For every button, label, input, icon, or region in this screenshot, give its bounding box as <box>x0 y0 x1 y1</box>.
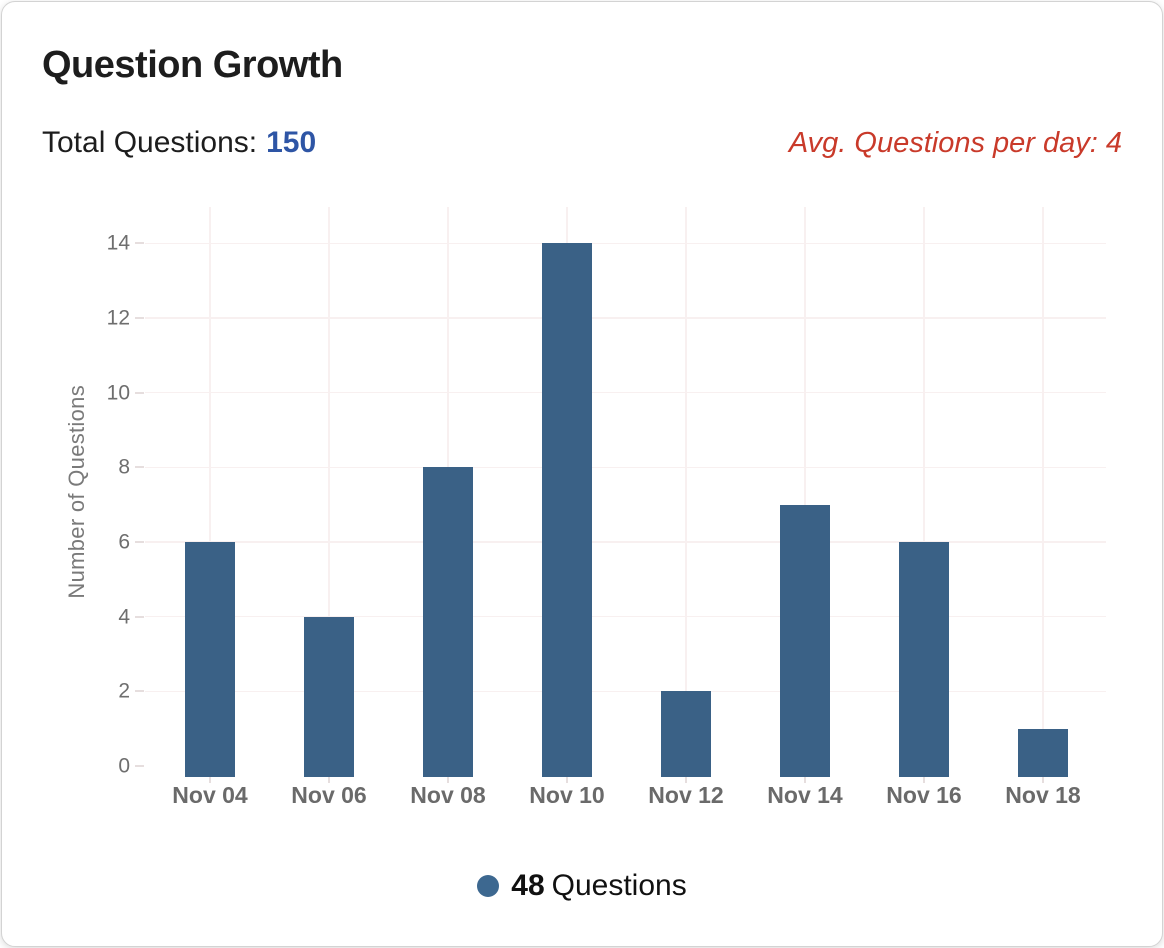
total-questions-value: 150 <box>266 126 317 159</box>
x-tick-mark <box>566 777 568 783</box>
x-gridline <box>804 207 806 777</box>
x-gridline <box>209 207 211 777</box>
y-tick-mark <box>135 541 144 544</box>
x-tick-label: Nov 06 <box>291 782 367 808</box>
legend-text: 48 Questions <box>511 871 686 901</box>
bar-nov-18[interactable] <box>1018 728 1068 777</box>
x-gridline <box>923 207 925 777</box>
x-tick-label: Nov 04 <box>172 782 248 808</box>
bar-nov-16[interactable] <box>899 542 949 777</box>
avg-questions-per-day: Avg. Questions per day: 4 <box>788 127 1122 159</box>
stats-row: Total Questions: 150 Avg. Questions per d… <box>42 127 1122 159</box>
y-tick-label: 4 <box>118 605 130 629</box>
y-tick-label: 2 <box>118 679 130 703</box>
y-tick-label: 6 <box>118 530 130 554</box>
y-gridline <box>145 615 1106 618</box>
y-tick-label: 10 <box>106 381 130 405</box>
x-tick-label: Nov 08 <box>410 782 486 808</box>
y-tick-label: 14 <box>106 231 130 255</box>
y-tick-mark <box>135 466 144 469</box>
y-gridline <box>145 690 1106 693</box>
bar-chart: Number of Questions 0 2 4 6 8 10 12 14 Nov 04 No… <box>2 207 1162 807</box>
chart-title: Question Growth <box>42 44 343 86</box>
y-tick-label: 0 <box>118 754 130 778</box>
y-tick-mark <box>135 765 144 767</box>
legend[interactable]: 48 Questions <box>2 871 1162 901</box>
legend-dot-icon <box>477 875 500 897</box>
x-tick-mark <box>447 777 449 783</box>
y-axis-labels: 0 2 4 6 8 10 12 14 <box>42 207 130 777</box>
y-tick-mark <box>135 690 144 693</box>
x-tick-mark <box>1042 777 1044 783</box>
plot-area: Nov 04 Nov 06 Nov 08 Nov 10 Nov 12 Nov 14 Nov … <box>145 207 1106 807</box>
bar-nov-04[interactable] <box>185 542 235 777</box>
legend-label: Questions <box>551 869 687 902</box>
y-gridline <box>145 242 1106 245</box>
x-tick-mark <box>804 777 806 783</box>
x-gridline <box>685 207 687 777</box>
x-gridline <box>328 207 330 777</box>
x-gridline <box>1042 207 1044 777</box>
x-tick-mark <box>328 777 330 783</box>
y-gridline <box>145 317 1106 319</box>
total-questions-label: Total Questions: <box>42 126 258 159</box>
bar-nov-14[interactable] <box>780 504 830 777</box>
x-tick-mark <box>209 777 211 783</box>
bar-nov-10[interactable] <box>542 243 592 777</box>
x-tick-label: Nov 12 <box>648 782 724 808</box>
y-gridline <box>145 466 1106 469</box>
y-gridline <box>145 541 1106 543</box>
y-tick-mark <box>135 242 144 245</box>
x-tick-label: Nov 10 <box>529 782 605 808</box>
y-tick-mark <box>135 615 144 618</box>
x-tick-mark <box>685 777 687 783</box>
bar-nov-06[interactable] <box>304 616 354 777</box>
y-tick-label: 12 <box>106 306 130 330</box>
x-tick-label: Nov 14 <box>767 782 843 808</box>
bar-nov-08[interactable] <box>423 467 473 777</box>
legend-count: 48 <box>511 869 545 902</box>
x-tick-label: Nov 18 <box>1005 782 1081 808</box>
y-gridline <box>145 391 1106 394</box>
bar-nov-12[interactable] <box>661 691 711 777</box>
x-tick-mark <box>923 777 925 783</box>
y-tick-mark <box>135 391 144 394</box>
total-questions: Total Questions: 150 <box>42 128 316 158</box>
y-tick-label: 8 <box>118 455 130 479</box>
y-tick-mark <box>135 317 144 320</box>
x-tick-label: Nov 16 <box>886 782 962 808</box>
